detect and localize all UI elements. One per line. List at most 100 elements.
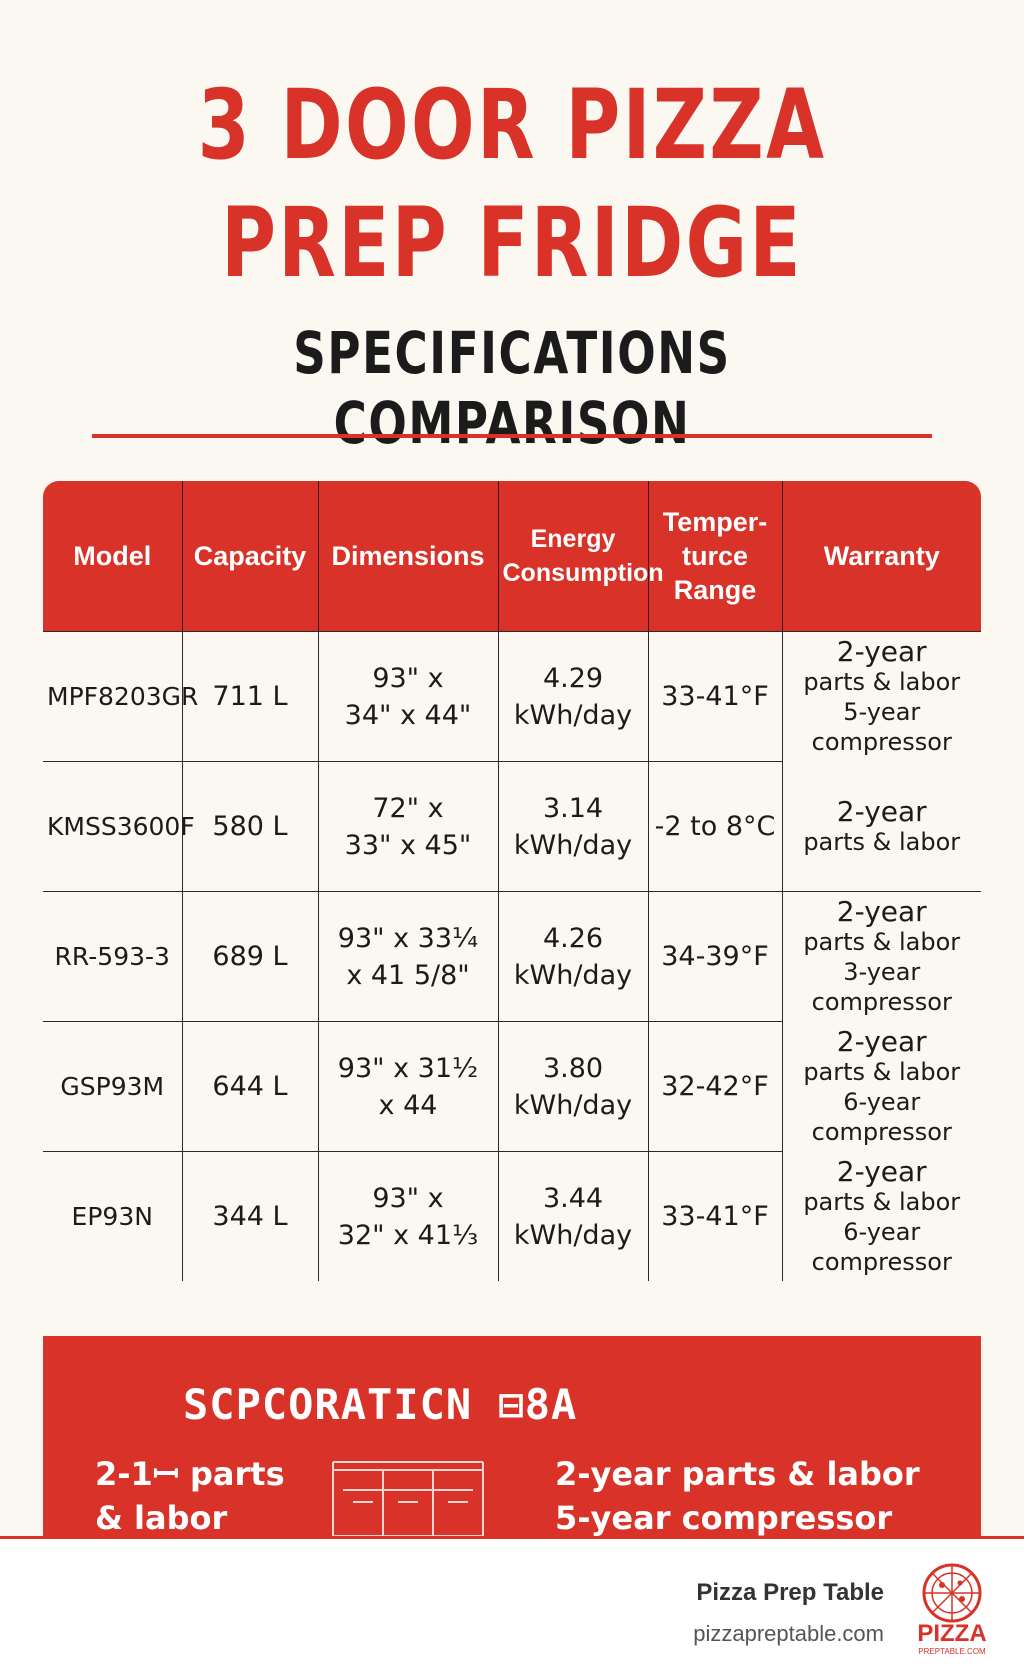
cell-capacity: 344 L [181, 1151, 318, 1281]
cell-temperature: 32-42°F [647, 1021, 782, 1152]
summary-panel: SCPCORATICN ⊟8A 2-1ꟷ parts & labor 2-yea… [43, 1336, 981, 1537]
column-header-warranty: Warranty [781, 481, 981, 632]
table-row: MPF8203GR 711 L 93" x 34" x 44" 4.29 kWh/d… [43, 631, 981, 762]
column-header-dimensions: Dimensions [317, 481, 498, 632]
table-header-row: Model Capacity Dimensions Energy Consump… [43, 481, 981, 632]
panel-left-line1: 2-1ꟷ parts [95, 1455, 285, 1493]
header-temp-line2: turce [681, 541, 749, 571]
brand-name: Pizza Prep Table [696, 1579, 884, 1606]
table-row: GSP93M 644 L 93" x 31½ x 44 3.80 kWh/day 3… [43, 1021, 981, 1152]
header-temp-line3: Range [673, 575, 757, 605]
cell-warranty: 2-year parts & labor [781, 761, 981, 892]
dim-line1: 93" x 33¼ [337, 922, 479, 954]
header-energy-line1: Energy [530, 525, 616, 553]
cell-temperature: 33-41°F [647, 631, 782, 762]
energy-unit: kWh/day [513, 699, 633, 731]
logo-subtext: PREPTABLE.COM [918, 1647, 986, 1656]
logo-text: PIZZA [917, 1620, 987, 1647]
warranty-head: 2-year [836, 1025, 927, 1058]
dim-line2: 33" x 45" [344, 829, 472, 861]
panel-right-text: 2-year parts & labor 5-year compressor [555, 1452, 920, 1540]
dim-line1: 93" x [372, 662, 444, 694]
cell-model: GSP93M [43, 1021, 182, 1152]
warranty-line3: compressor [811, 1118, 952, 1146]
spec-table-wrapper: Model Capacity Dimensions Energy Consump… [43, 481, 981, 1281]
energy-value: 4.29 [542, 662, 604, 694]
column-header-energy: Energy Consumption [497, 481, 664, 632]
energy-value: 3.44 [542, 1182, 604, 1214]
energy-unit: kWh/day [513, 1089, 633, 1121]
cell-dimensions: 93" x 33¼ x 41 5/8" [317, 891, 498, 1022]
page-title-line1: 3 DOOR PIZZA [197, 69, 827, 181]
panel-right-line1: 2-year parts & labor [555, 1455, 920, 1493]
warranty-line1: parts & labor [803, 1187, 961, 1216]
cell-temperature: 33-41°F [647, 1151, 782, 1281]
table-row: EP93N 344 L 93" x 32" x 41⅓ 3.44 kWh/day 3… [43, 1151, 981, 1281]
warranty-line1: parts & labor [803, 928, 961, 957]
header-energy-line2: Consumption [502, 559, 664, 587]
cell-warranty: 2-year parts & labor 6-year compressor [781, 1151, 981, 1281]
cell-model: RR-593-3 [43, 891, 182, 1022]
energy-value: 3.80 [542, 1052, 604, 1084]
warranty-line2: 6-year [843, 1217, 921, 1246]
dim-line2: x 41 5/8" [346, 959, 470, 991]
column-header-capacity: Capacity [181, 481, 318, 632]
energy-unit: kWh/day [513, 1219, 633, 1251]
cell-temperature: 34-39°F [647, 891, 782, 1022]
warranty-line2: 3-year [843, 958, 921, 987]
energy-value: 4.26 [542, 922, 604, 954]
cell-model: EP93N [43, 1151, 182, 1281]
cell-capacity: 644 L [181, 1021, 318, 1152]
column-header-model: Model [43, 481, 182, 632]
warranty-line1: parts & labor [803, 668, 961, 697]
warranty-head: 2-year [836, 1154, 927, 1188]
cell-dimensions: 72" x 33" x 45" [317, 761, 498, 892]
brand-url[interactable]: pizzapreptable.com [693, 1621, 884, 1646]
cell-energy: 3.44 kWh/day [497, 1151, 648, 1281]
warranty-line1: parts & labor [803, 1058, 961, 1086]
spec-comparison-table: Model Capacity Dimensions Energy Consump… [43, 481, 981, 1281]
dim-line2: 34" x 44" [344, 699, 472, 731]
warranty-line3: compressor [811, 728, 952, 757]
cell-capacity: 711 L [181, 631, 318, 762]
energy-unit: kWh/day [513, 829, 633, 861]
warranty-head: 2-year [836, 895, 927, 929]
cell-energy: 4.29 kWh/day [497, 631, 648, 762]
title-divider [92, 434, 932, 438]
warranty-line2: 6-year [843, 1088, 921, 1116]
warranty-line3: compressor [811, 988, 952, 1017]
dim-line2: x 44 [378, 1089, 438, 1121]
dim-line1: 93" x [372, 1182, 444, 1214]
warranty-head: 2-year [836, 794, 927, 828]
warranty-line3: compressor [811, 1247, 952, 1276]
cell-warranty: 2-year parts & labor 3-year compressor [781, 891, 981, 1022]
fridge-sketch-icon [332, 1461, 484, 1536]
cell-energy: 3.80 kWh/day [497, 1021, 648, 1152]
cell-capacity: 580 L [181, 761, 318, 892]
cell-dimensions: 93" x 34" x 44" [317, 631, 498, 762]
cell-temperature: -2 to 8°C [647, 761, 782, 892]
cell-model: MPF8203GR [43, 631, 198, 762]
panel-right-line2: 5-year compressor [555, 1499, 893, 1537]
header-temp-line1: Temper- [662, 507, 768, 537]
footer: Pizza Prep Table pizzapreptable.com PIZZ… [0, 1536, 1024, 1669]
energy-value: 3.14 [542, 792, 604, 824]
warranty-line1: parts & labor [803, 827, 961, 856]
energy-unit: kWh/day [513, 959, 633, 991]
dim-line1: 72" x [372, 792, 444, 824]
table-row: KMSS3600F 580 L 72" x 33" x 45" 3.14 kWh/d… [43, 761, 981, 892]
pizza-logo-icon [922, 1563, 982, 1623]
cell-model: KMSS3600F [43, 761, 195, 892]
page-title-line2: PREP FRIDGE [221, 187, 803, 299]
page-subtitle: SPECIFICATIONS COMPARISON [293, 319, 731, 457]
column-header-temperature: Temper- turce Range [647, 481, 782, 632]
warranty-line2: 5-year [843, 698, 921, 727]
cell-energy: 4.26 kWh/day [497, 891, 648, 1022]
cell-energy: 3.14 kWh/day [497, 761, 648, 892]
panel-left-line2: & labor [95, 1499, 228, 1537]
table-row: RR-593-3 689 L 93" x 33¼ x 41 5/8" 4.26 kW… [43, 891, 981, 1022]
warranty-head: 2-year [836, 635, 927, 669]
cell-dimensions: 93" x 32" x 41⅓ [317, 1151, 498, 1281]
panel-title: SCPCORATICN ⊟8A [183, 1380, 578, 1429]
cell-warranty: 2-year parts & labor 5-year compressor [781, 631, 981, 762]
